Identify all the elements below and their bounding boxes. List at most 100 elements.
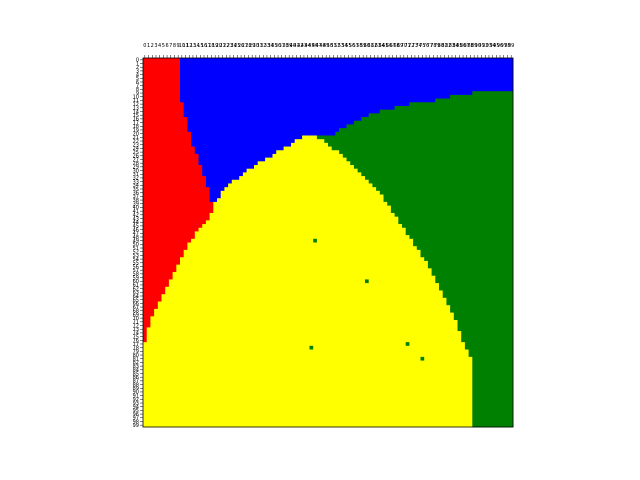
x-tick-label: 20 (216, 43, 222, 49)
x-tick-label: 96 (497, 43, 503, 49)
x-tick-label: 10 (179, 43, 185, 49)
x-tick-label: 28 (245, 43, 251, 49)
heatmap-cell-run (143, 190, 210, 195)
heatmap-cell-run (143, 128, 188, 133)
heatmap-cell-run (165, 286, 440, 291)
heatmap-cell-run (205, 179, 233, 184)
y-tick-label: 7 (136, 83, 139, 89)
y-tick-label: 41 (133, 209, 139, 215)
heatmap-cell-run (176, 268, 432, 273)
heatmap-cell-run (143, 65, 181, 70)
x-tick-label: 81 (441, 43, 447, 49)
y-tick-label: 5 (136, 76, 139, 82)
heatmap-cell-run (187, 128, 340, 133)
heatmap-cell-run (172, 275, 436, 280)
y-tick-label: 31 (133, 172, 139, 178)
x-tick-label: 7 (169, 43, 172, 49)
heatmap-cell-run (150, 316, 455, 321)
x-tick-label: 80 (438, 43, 444, 49)
heatmap-cell-run (424, 257, 514, 262)
heatmap-cell-run (143, 98, 181, 103)
y-tick-label: 43 (133, 216, 139, 222)
x-tick-label: 86 (460, 43, 466, 49)
heatmap-cell-run (446, 297, 514, 302)
y-tick-label: 47 (133, 231, 139, 237)
y-tick-label: 3 (136, 69, 139, 75)
heatmap-cell-run (143, 80, 181, 85)
x-tick-label: 62 (371, 43, 377, 49)
heatmap-cell-run (472, 371, 514, 376)
x-tick-label: 78 (430, 43, 436, 49)
x-tick-label: 56 (349, 43, 355, 49)
heatmap-cell-run (143, 260, 181, 266)
x-tick-label: 57 (353, 43, 359, 49)
heatmap-cell-run (172, 272, 432, 277)
heatmap-cell-run (183, 105, 395, 111)
heatmap-cell-run (143, 61, 181, 66)
heatmap-cell-run (183, 109, 381, 114)
x-tick-label: 50 (327, 43, 333, 49)
x-tick-label: 31 (256, 43, 262, 49)
y-tick-label: 97 (133, 416, 139, 422)
heatmap-cell-run (457, 327, 514, 332)
heatmap-cell-run (143, 72, 181, 77)
heatmap-cell-run (342, 153, 514, 159)
y-tick-label: 93 (133, 401, 139, 407)
heatmap-cell-run (390, 205, 514, 210)
heatmap-cell-run (435, 279, 514, 284)
heatmap-cell-run (331, 146, 514, 151)
heatmap-cell-run (361, 172, 514, 177)
y-tick-label: 29 (133, 165, 139, 171)
x-tick-label: 55 (345, 43, 351, 49)
x-tick-label: 40 (290, 43, 296, 49)
heatmap-cell-run (316, 135, 514, 140)
x-tick-label: 26 (238, 43, 244, 49)
y-tick-label: 15 (133, 113, 139, 119)
y-tick-label: 42 (133, 213, 139, 219)
y-tick-label: 51 (133, 246, 139, 252)
outlier-cell (309, 345, 314, 350)
heatmap-cell-run (353, 120, 514, 125)
heatmap-cell-run (209, 187, 225, 192)
heatmap-cell-run (335, 131, 514, 136)
heatmap-cell-run (180, 72, 514, 77)
y-tick-label: 26 (133, 154, 139, 160)
y-tick-label: 30 (133, 168, 139, 174)
heatmap-cell-run (453, 312, 514, 317)
y-tick-label: 38 (133, 198, 139, 204)
heatmap-cell-run (390, 209, 514, 214)
y-tick-label: 56 (133, 264, 139, 270)
heatmap-cell-run (143, 297, 162, 302)
heatmap-cell-run (368, 113, 514, 118)
heatmap-cell-run (357, 168, 514, 173)
heatmap-cell-run (143, 209, 214, 214)
heatmap-cell-run (143, 316, 151, 321)
heatmap-cell-run (143, 135, 192, 140)
heatmap-cell-run (187, 246, 418, 251)
y-tick-label: 40 (133, 205, 139, 211)
y-tick-label: 82 (133, 360, 139, 366)
heatmap-cell-run (143, 120, 188, 125)
x-tick-label: 48 (319, 43, 325, 49)
heatmap-cell-run (442, 290, 514, 295)
heatmap-cell-run (435, 98, 514, 103)
y-tick-label: 34 (133, 183, 139, 189)
heatmap-cell-run (143, 201, 214, 206)
y-tick-label: 90 (133, 390, 139, 396)
heatmap-cell-run (143, 109, 185, 114)
heatmap-cell-run (143, 176, 207, 181)
heatmap-cell-run (472, 408, 514, 413)
y-tick-label: 36 (133, 190, 139, 196)
heatmap-cell-run (431, 268, 514, 273)
y-tick-label: 94 (133, 405, 139, 411)
heatmap-cell-run (239, 176, 366, 181)
y-tick-label: 22 (133, 139, 139, 145)
y-tick-label: 53 (133, 253, 139, 259)
x-tick-label: 64 (378, 43, 384, 49)
x-tick-label: 21 (219, 43, 225, 49)
heatmap-cell-run (143, 246, 188, 251)
x-tick-label: 49 (323, 43, 329, 49)
heatmap-cell-run (468, 349, 514, 354)
heatmap-cell-run (143, 327, 148, 332)
x-axis-ticks: 0 1 2 3 4 5 6 7 8 9101112131415161718192021222324… (143, 43, 514, 58)
